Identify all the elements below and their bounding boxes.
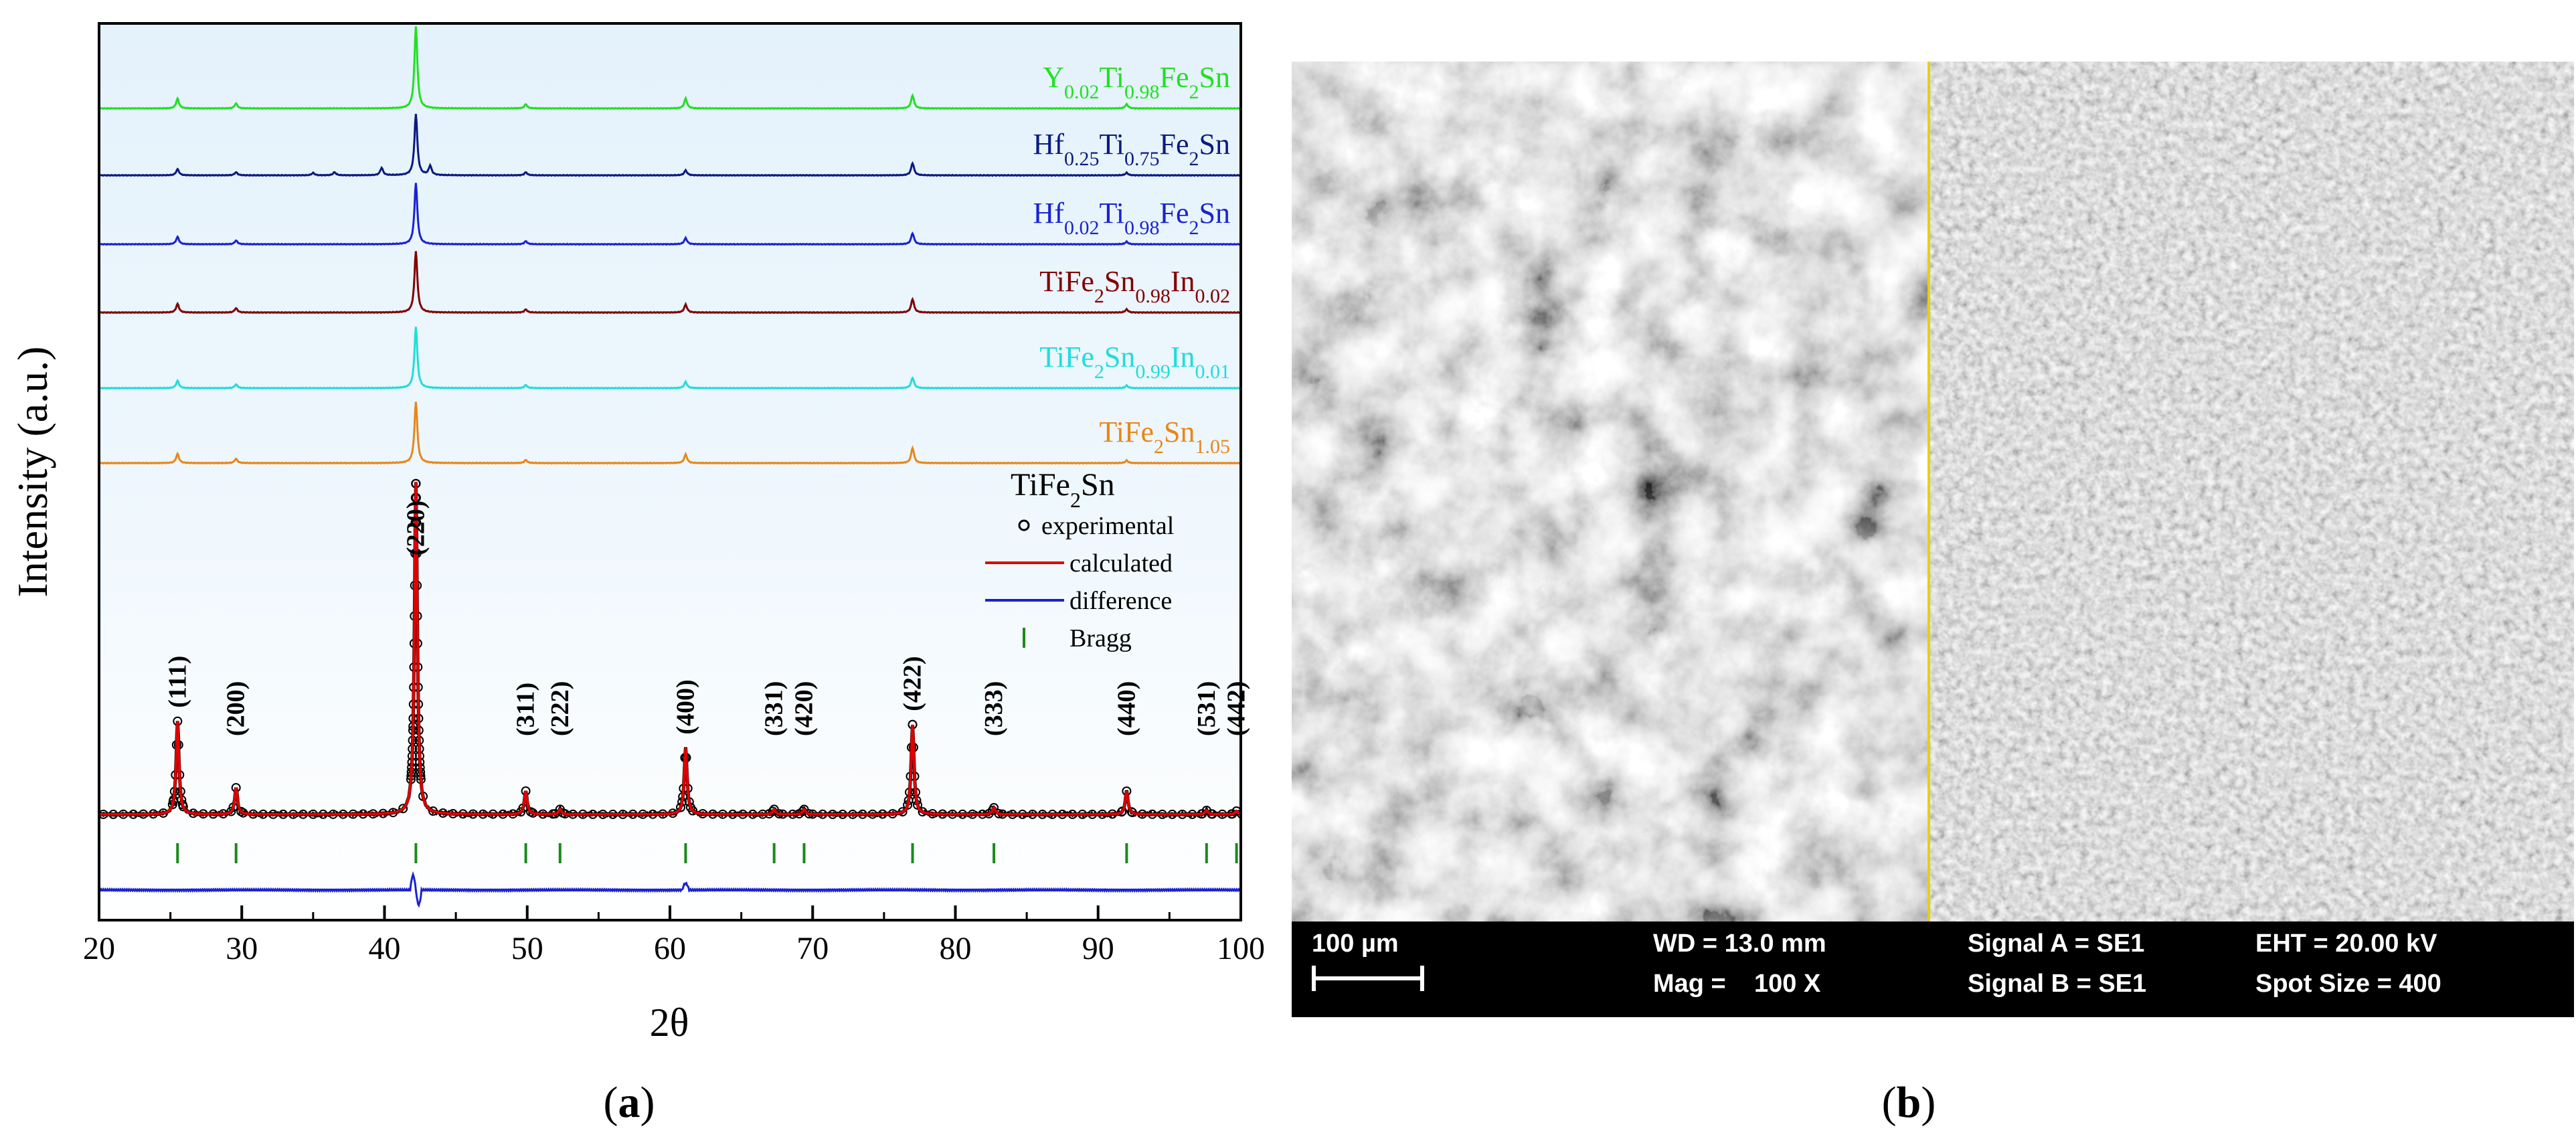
x-tick-label-5: 60 <box>654 931 686 966</box>
sem-micrograph <box>1292 62 2574 921</box>
hkl-label-1: (111) <box>163 656 191 708</box>
experimental-point <box>1118 806 1127 816</box>
experimental-point <box>688 806 698 816</box>
sem-left-fracture-surface <box>1292 62 1927 921</box>
hkl-label-13: (442) <box>1223 681 1251 736</box>
refinement-compound-label: TiFe2Sn <box>1011 467 1115 512</box>
pattern-label-4: TiFe2Sn0.98In0.02 <box>1039 265 1230 307</box>
sem-eht: EHT = 20.00 kV <box>2255 930 2437 958</box>
hkl-label-3: (220) <box>402 501 430 555</box>
difference-curve <box>99 871 1241 908</box>
hkl-label-12: (531) <box>1193 681 1221 736</box>
legend-label-3: difference <box>1069 587 1172 615</box>
x-tick-label-2: 30 <box>226 931 258 966</box>
hkl-label-6: (400) <box>672 679 700 734</box>
pattern-label-2: Hf0.25Ti0.75Fe2Sn <box>1033 128 1230 170</box>
legend-marker-experimental <box>1018 519 1030 531</box>
experimental-point <box>1237 809 1241 819</box>
sem-spot-size: Spot Size = 400 <box>2255 970 2441 998</box>
panel-label-a-letter: a <box>618 1078 640 1127</box>
x-tick-label-9: 100 <box>1217 931 1265 966</box>
hkl-label-11: (440) <box>1112 681 1140 736</box>
sem-divider <box>1927 62 1930 1017</box>
legend-label-2: calculated <box>1069 549 1173 578</box>
pattern-trace-3 <box>99 183 1241 246</box>
x-tick-label-8: 90 <box>1082 931 1114 966</box>
legend-label-1: experimental <box>1041 512 1174 540</box>
x-tick-label-4: 50 <box>511 931 543 966</box>
pattern-label-6: TiFe2Sn1.05 <box>1099 416 1230 458</box>
calculated-curve <box>99 481 1241 816</box>
x-axis-label: 2θ <box>650 1000 689 1045</box>
sem-scale-bar-cap-left <box>1312 966 1316 991</box>
panel-label-b-letter: b <box>1896 1078 1921 1127</box>
hkl-label-10: (333) <box>980 681 1008 736</box>
sem-magnification: Mag = 100 X <box>1653 970 1821 998</box>
plot-background <box>99 23 1241 920</box>
sem-image: 100 µm WD = 13.0 mm Mag = 100 X Signal A… <box>1292 62 2574 1017</box>
sem-signal-b: Signal B = SE1 <box>1968 970 2147 998</box>
pattern-label-3: Hf0.02Ti0.98Fe2Sn <box>1033 197 1230 239</box>
sem-scale-bar <box>1312 976 1424 980</box>
x-tick-label-7: 80 <box>940 931 972 966</box>
xrd-chart: Y0.02Ti0.98Fe2Sn Hf0.25Ti0.75Fe2Sn Hf0.02T… <box>9 22 1265 1045</box>
x-tick-label-6: 70 <box>796 931 829 966</box>
sem-info-bar: 100 µm WD = 13.0 mm Mag = 100 X Signal A… <box>1292 921 2574 1017</box>
hkl-label-8: (420) <box>790 681 819 736</box>
pattern-trace-2 <box>99 114 1241 177</box>
pattern-label-5: TiFe2Sn0.99In0.01 <box>1039 341 1230 383</box>
panel-label-a: (a) <box>603 1078 655 1127</box>
sem-right-polished-surface <box>1930 62 2574 921</box>
panel-label-b: (b) <box>1881 1078 1936 1127</box>
y-axis-label: Intensity (a.u.) <box>9 347 56 598</box>
pattern-trace-1 <box>99 26 1241 110</box>
pattern-label-1: Y0.02Ti0.98Fe2Sn <box>1043 61 1230 103</box>
sem-working-distance: WD = 13.0 mm <box>1653 930 1826 958</box>
pattern-trace-5 <box>99 327 1241 390</box>
pattern-trace-6 <box>99 402 1241 465</box>
hkl-label-5: (222) <box>546 681 574 736</box>
sem-scale-bar-label: 100 µm <box>1312 930 1399 958</box>
hkl-label-9: (422) <box>899 656 927 711</box>
hkl-label-2: (200) <box>222 681 250 736</box>
x-tick-label-3: 40 <box>369 931 401 966</box>
hkl-label-7: (331) <box>760 681 788 736</box>
experimental-point <box>398 804 408 814</box>
pattern-trace-4 <box>99 251 1241 315</box>
x-tick-label-1: 20 <box>83 931 115 966</box>
legend-label-4: Bragg <box>1069 624 1132 652</box>
sem-signal-a: Signal A = SE1 <box>1968 930 2145 958</box>
sem-scale-bar-cap-right <box>1420 966 1424 991</box>
hkl-label-4: (311) <box>512 683 540 736</box>
